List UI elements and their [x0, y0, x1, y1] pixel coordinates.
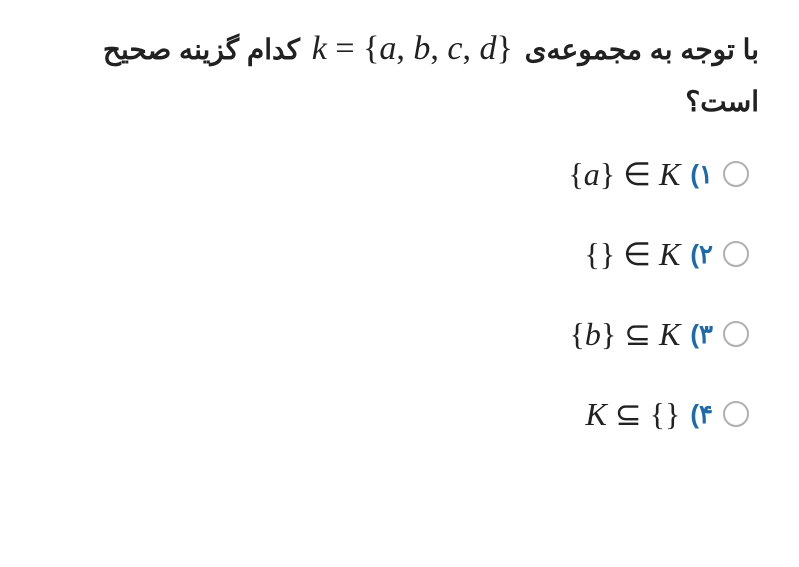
radio-icon[interactable]	[723, 401, 749, 427]
question-text: با توجه به مجموعه‌ی k = {a, b, c, d} کدا…	[40, 20, 759, 125]
option-label: ۳)	[690, 319, 713, 350]
option-4[interactable]: ۴) K ⊆ {}	[585, 395, 749, 433]
radio-icon[interactable]	[723, 321, 749, 347]
option-3[interactable]: ۳) {b} ⊆ K	[569, 315, 749, 353]
question-math: k = {a, b, c, d}	[308, 30, 517, 67]
radio-icon[interactable]	[723, 161, 749, 187]
radio-icon[interactable]	[723, 241, 749, 267]
option-1[interactable]: ۱) {a} ∈ K	[568, 155, 749, 193]
option-2[interactable]: ۲) {} ∈ K	[584, 235, 749, 273]
option-math: {a} ∈ K	[568, 155, 680, 193]
option-label: ۱)	[690, 159, 713, 190]
option-math: {} ∈ K	[584, 235, 680, 273]
option-label: ۲)	[690, 239, 713, 270]
options-list: ۱) {a} ∈ K ۲) {} ∈ K ۳) {b} ⊆ K ۴) K ⊆ {…	[40, 155, 759, 433]
option-math: K ⊆ {}	[585, 395, 680, 433]
option-math: {b} ⊆ K	[569, 315, 680, 353]
question-part1: با توجه به مجموعه‌ی	[525, 34, 759, 65]
option-label: ۴)	[690, 399, 713, 430]
